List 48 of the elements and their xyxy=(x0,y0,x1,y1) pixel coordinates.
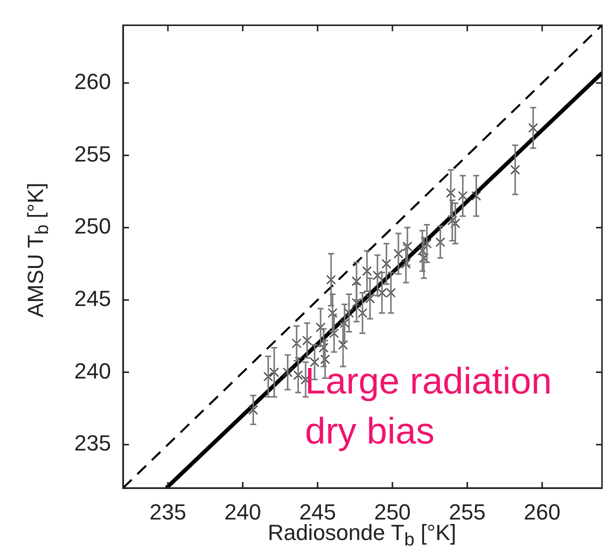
point xyxy=(362,266,372,276)
point xyxy=(352,276,362,286)
point xyxy=(458,191,468,201)
point xyxy=(293,370,303,380)
x-tick-label: 240 xyxy=(224,499,262,524)
point xyxy=(446,188,456,198)
point xyxy=(248,405,258,415)
y-tick-label: 240 xyxy=(74,358,111,384)
y-tick-label: 250 xyxy=(74,214,111,239)
point xyxy=(377,288,387,298)
point xyxy=(326,274,336,285)
point xyxy=(450,218,460,228)
point xyxy=(401,258,411,269)
point xyxy=(318,342,328,353)
point xyxy=(365,294,375,304)
point xyxy=(320,354,330,364)
point xyxy=(282,367,292,378)
annotation: Large radiation dry bias xyxy=(305,360,552,452)
point xyxy=(344,308,354,318)
y-tick-label: 255 xyxy=(74,141,111,166)
point xyxy=(382,258,392,269)
point xyxy=(316,322,326,332)
point xyxy=(292,338,302,348)
point xyxy=(310,357,320,368)
point xyxy=(528,123,538,133)
point xyxy=(352,298,362,308)
point xyxy=(358,308,368,318)
point xyxy=(340,318,350,328)
point xyxy=(402,242,412,252)
point xyxy=(394,248,404,259)
point xyxy=(328,308,338,318)
point xyxy=(435,237,446,247)
y-tick-label: 245 xyxy=(74,286,111,312)
point xyxy=(269,367,280,378)
point xyxy=(422,238,432,248)
point xyxy=(338,340,348,350)
x-tick-label: 235 xyxy=(150,499,186,524)
point xyxy=(447,216,458,226)
x-tick-label: 260 xyxy=(524,499,560,524)
point xyxy=(329,328,339,338)
point xyxy=(302,336,312,346)
point xyxy=(471,191,482,201)
y-tick-label: 260 xyxy=(74,69,111,94)
point xyxy=(386,288,396,298)
y-tick-label: 235 xyxy=(74,430,111,456)
point xyxy=(263,372,274,382)
point xyxy=(372,270,382,280)
point xyxy=(510,164,520,175)
